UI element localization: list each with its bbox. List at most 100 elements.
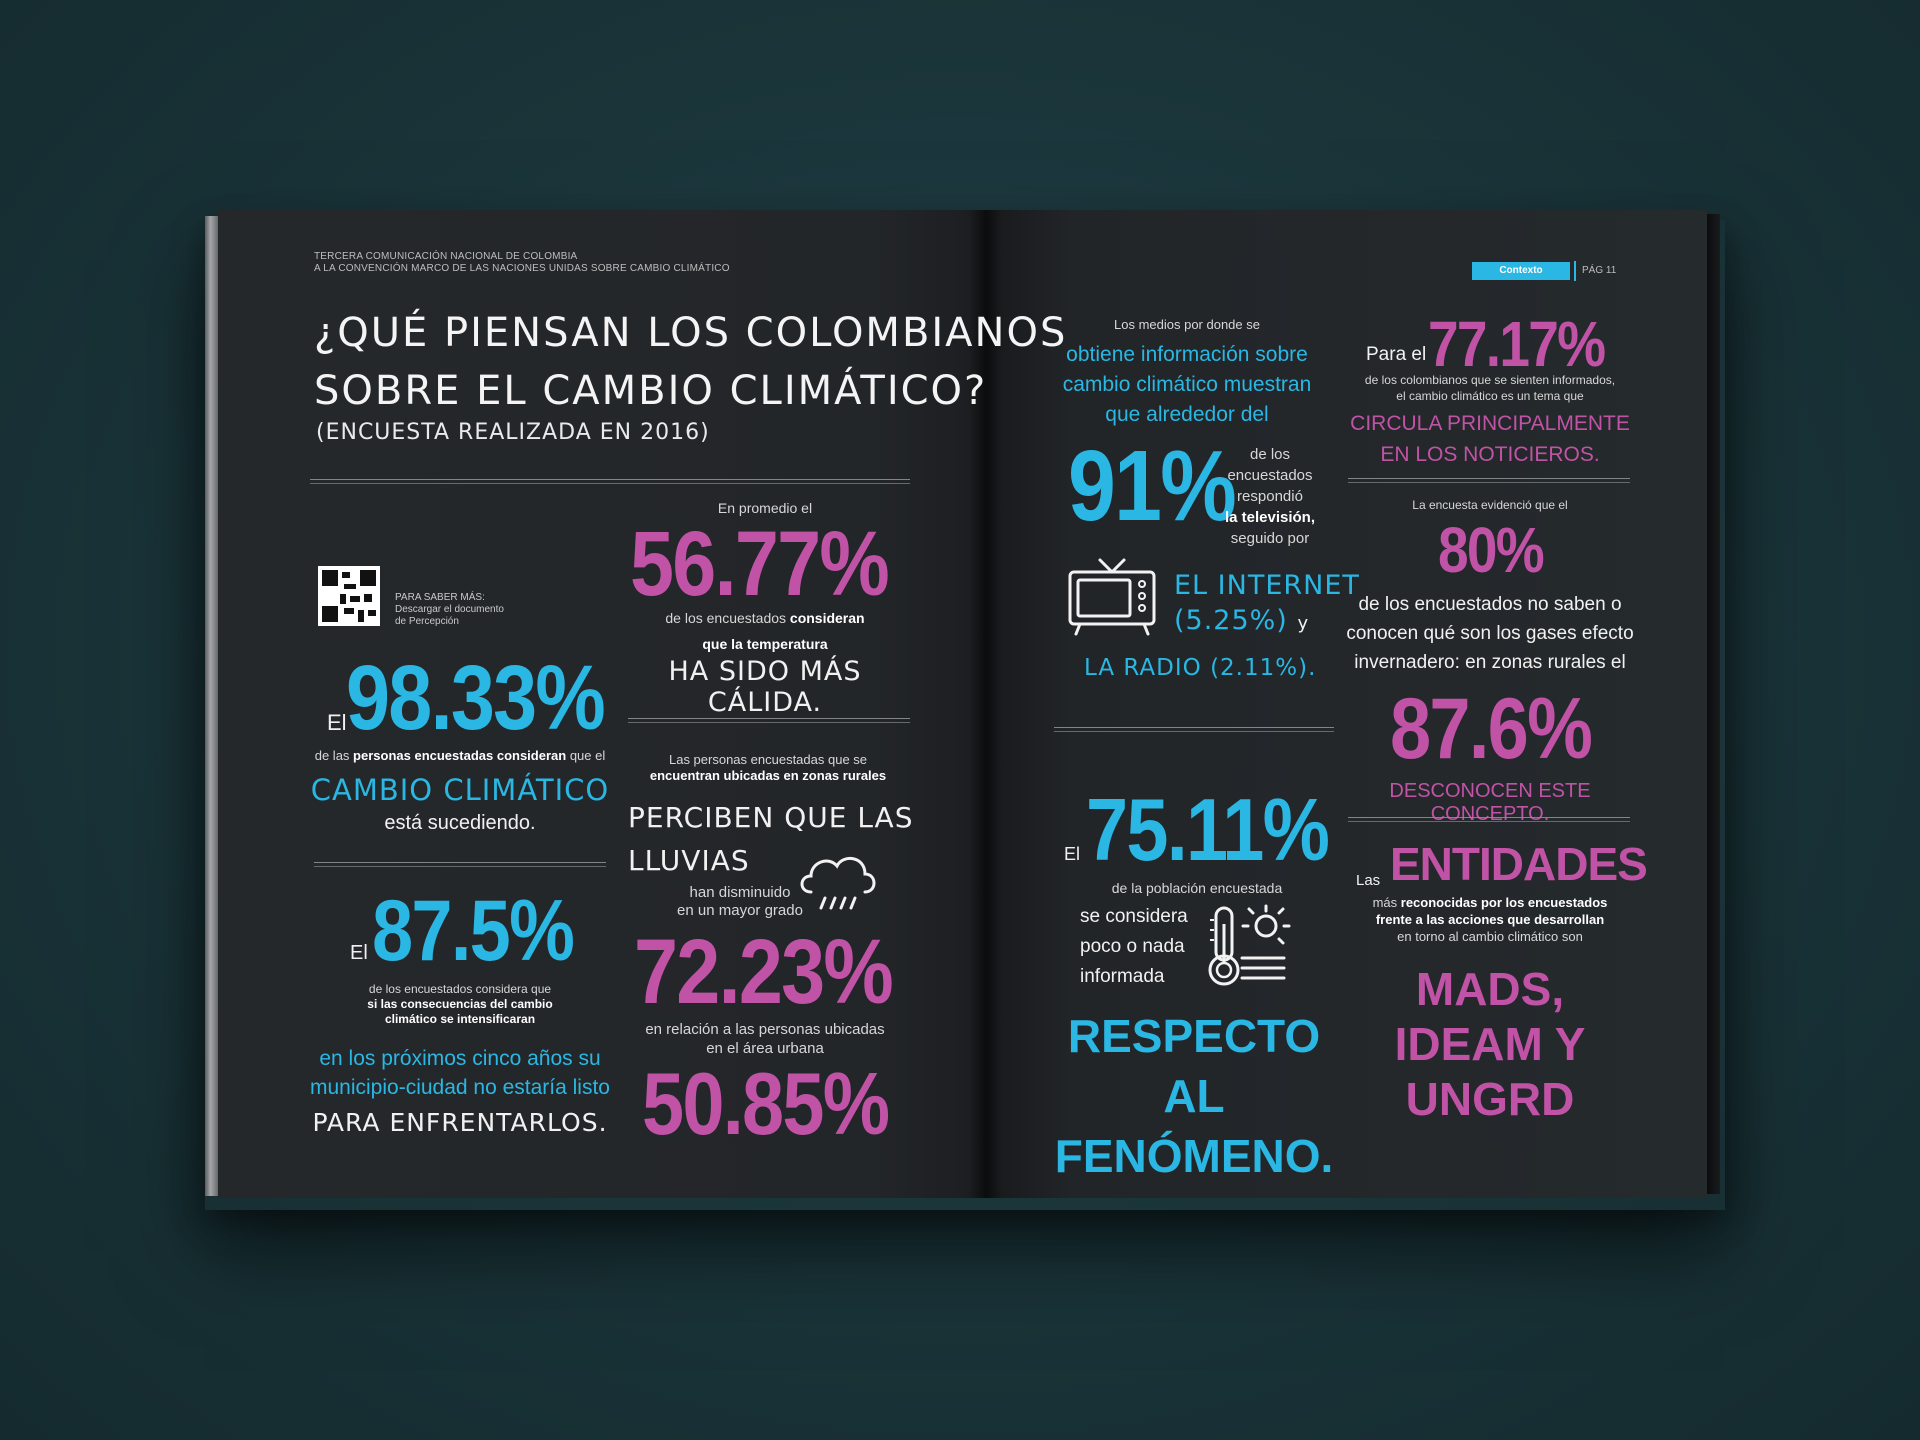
entidades-list-item: UNGRD [1405,1073,1575,1125]
stat-80-value-2: 87.6% [1390,681,1593,777]
stat-80-value: 80% [1438,514,1545,586]
stat-5677-line: que la temperatura [702,636,828,652]
stat-7717-value: 77.17% [1428,308,1606,380]
stat-7717-line: el cambio climático es un tema que [1396,389,1584,403]
stat-875-value: 87.5% [372,883,575,979]
media-side: de los encuestados respondió la televisi… [1222,444,1318,549]
stat-80-closing: DESCONOCEN ESTE CONCEPTO. [1389,780,1591,825]
qr-note-line: Descargar el documento [395,604,504,615]
stat-9833-value: 98.33% [346,647,606,749]
stat-7717-prefix: Para el [1366,344,1427,365]
stat-80-line: conocen qué son los gases efecto [1346,623,1634,644]
divider [628,718,910,723]
stat-80-line: de los encuestados no saben o [1358,594,1622,615]
stat-rural-claim-line: PERCIBEN QUE LAS [628,801,914,834]
media-intro: Los medios por donde se [1114,317,1260,332]
left-page [218,210,988,1198]
page-title: ¿QUÉ PIENSAN LOS COLOMBIANOS SOBRE EL CA… [314,304,1067,420]
entidades-heading: ENTIDADES [1390,838,1648,890]
television-icon [1068,558,1156,636]
media-highlight-line: que alrededor del [1105,403,1269,426]
media-value: 91% [1068,430,1237,542]
stat-875-line: climático se intensificaran [384,1012,536,1026]
divider [1348,817,1630,822]
title-line: SOBRE EL CAMBIO CLIMÁTICO? [314,368,988,414]
entidades-prefix: Las [1356,872,1381,889]
stat-rural-intro: Las personas encuestadas que se encuentr… [628,752,908,784]
media-side-line: respondió [1237,488,1303,505]
stat-7717-highlight-line: CIRCULA PRINCIPALMENTE [1350,412,1630,435]
stat-7511-closing: RESPECTO AL FENÓMENO. [1044,1006,1344,1186]
stat-875-highlight: en los próximos cinco años su municipio-… [300,1044,620,1102]
qr-note-line: de Percepción [395,616,459,627]
stat-rural-compare-line: en relación a las personas ubicadas [645,1021,885,1038]
stat-rural-compare-line: en el área urbana [706,1040,824,1057]
stat-80-text: de los encuestados no saben o conocen qu… [1344,590,1636,677]
stat-875-highlight-line: municipio-ciudad no estaría listo [310,1076,610,1099]
stat-7511-closing-line: RESPECTO AL [1067,1010,1321,1122]
qr-note-line: PARA SABER MÁS: [395,592,485,603]
media-highlight-line: cambio climático muestran [1062,373,1312,396]
title-line: ¿QUÉ PIENSAN LOS COLOMBIANOS [314,310,1068,356]
stat-rural-detail-line: en un mayor grado [677,902,803,919]
stat-80-intro: La encuesta evidenció que el [1412,498,1568,512]
stat-7511-prefix: El [1064,844,1081,864]
stat-5677-line: de los encuestados consideran [665,610,865,626]
stat-7717-highlight-line: EN LOS NOTICIEROS. [1380,443,1600,466]
running-header-line: TERCERA COMUNICACIÓN NACIONAL DE COLOMBI… [314,251,578,262]
stat-5677-intro: En promedio el [717,500,813,516]
divider [1054,727,1334,732]
stat-9833-prefix: El [327,710,347,735]
divider [1348,478,1630,483]
media-internet-line: EL INTERNET [1174,570,1360,601]
media-internet-line: (5.25%) y [1174,605,1310,636]
media-side-line: encuestados [1227,467,1313,484]
stat-7511-side-line: se considera [1080,906,1188,927]
page-number: PÁG 11 [1582,265,1617,276]
stat-7717-highlight: CIRCULA PRINCIPALMENTE EN LOS NOTICIEROS… [1350,408,1630,470]
rain-cloud-icon [800,857,876,910]
stat-rural-compare: en relación a las personas ubicadas en e… [620,1020,910,1058]
entidades-list-item: MADS, [1415,963,1565,1015]
media-highlight: obtiene información sobre cambio climáti… [1052,340,1322,430]
stat-7511-closing-line: FENÓMENO. [1054,1130,1334,1182]
stat-875-text: de los encuestados considera que si las … [310,982,610,1027]
section-tab: Contexto [1472,262,1570,280]
book-spine [968,210,1002,1198]
stat-875-line: si las consecuencias del cambio [367,997,553,1011]
stat-9833-text: de las personas encuestadas consideran q… [314,748,606,763]
stat-875-closing: PARA ENFRENTARLOS. [312,1108,608,1137]
stat-rural-claim: PERCIBEN QUE LAS LLUVIAS [628,796,914,882]
stat-875-highlight-line: en los próximos cinco años su [319,1047,601,1070]
media-internet: EL INTERNET (5.25%) y [1174,568,1360,641]
divider [314,862,606,867]
stat-rural-line: Las personas encuestadas que se [668,752,868,767]
stat-7511-value: 75.11% [1086,780,1330,879]
media-highlight-line: obtiene información sobre [1066,343,1308,366]
entidades-list-item: IDEAM Y [1394,1018,1586,1070]
stat-rural-detail-line: han disminuido [689,884,791,901]
stat-rural-value: 72.23% [634,921,894,1023]
media-side-line: la televisión, [1224,509,1316,526]
thermometer-sun-icon [1208,904,1291,986]
stat-875-line: de los encuestados considera que [368,982,552,996]
stat-80-line: invernadero: en zonas rurales el [1354,652,1626,673]
entidades-line: más reconocidas por los encuestados [1372,895,1608,910]
entidades-list: MADS, IDEAM Y UNGRD [1344,962,1636,1127]
left-page-edge [205,216,219,1196]
stat-7511-side-line: informada [1080,966,1165,987]
divider [310,479,910,484]
stat-7717-text: de los colombianos que se sienten inform… [1350,372,1630,404]
stat-9833-highlight: CAMBIO CLIMÁTICO [310,773,610,807]
stat-7511-text: de la población encuestada [1111,880,1283,896]
stat-rural-detail: han disminuido en un mayor grado [640,884,840,920]
qr-note: PARA SABER MÁS: Descargar el documento d… [395,592,504,628]
media-side-line: de los [1249,446,1291,463]
stat-rural-claim-line: LLUVIAS [628,844,750,877]
right-page-edge [1706,214,1720,1194]
running-header-line: A LA CONVENCIÓN MARCO DE LAS NACIONES UN… [314,263,730,274]
page-subtitle: (ENCUESTA REALIZADA EN 2016) [316,420,710,445]
media-radio: LA RADIO (2.11%). [1084,655,1317,681]
stat-9833-closing: está sucediendo. [384,812,536,834]
stat-rural-value-2: 50.85% [642,1054,890,1153]
